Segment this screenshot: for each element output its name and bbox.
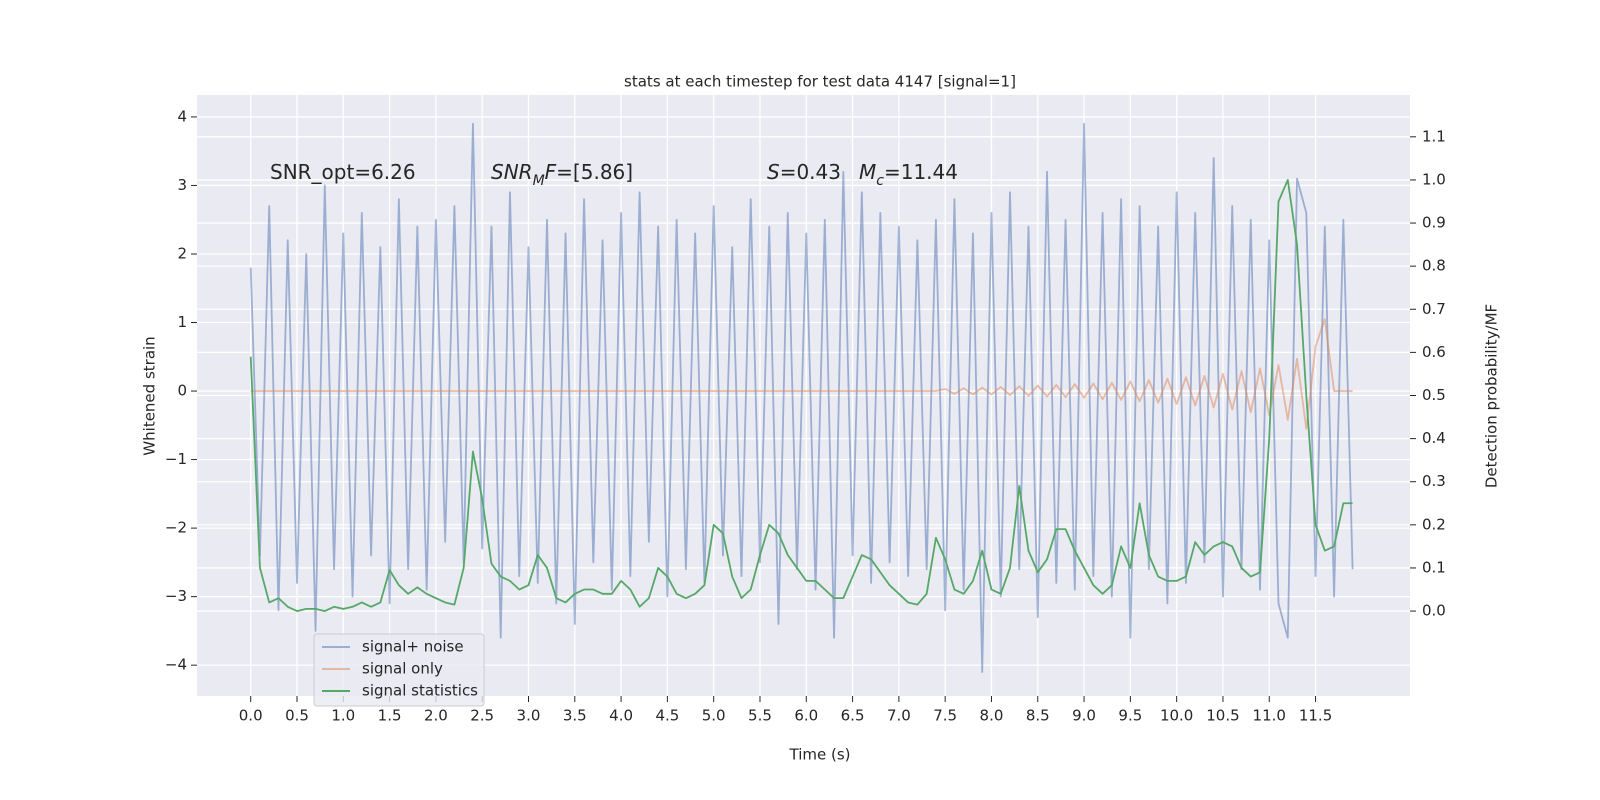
y2-tick-label: 0.9 (1422, 214, 1446, 232)
x-tick-label: 5.0 (702, 707, 726, 725)
annotation-part: S (767, 160, 780, 184)
y-tick-label: 0 (177, 382, 187, 400)
y2-tick-label: 0.3 (1422, 472, 1446, 490)
x-tick-label: 11.0 (1253, 707, 1286, 725)
y-tick-label: 3 (177, 176, 187, 194)
series-line (250, 318, 1353, 430)
legend-label: signal+ noise (362, 638, 464, 656)
annotation-part: SNR_opt=6.26 (270, 160, 416, 184)
y2-tick-label: 0.0 (1422, 602, 1446, 620)
x-axis-label: Time (s) (789, 746, 851, 764)
x-tick-label: 8.5 (1026, 707, 1050, 725)
x-tick-label: 4.5 (655, 707, 679, 725)
x-tick-label: 0.0 (239, 707, 263, 725)
x-tick-label: 4.0 (609, 707, 633, 725)
y-tick-label: −2 (165, 519, 187, 537)
y2-tick-label: 0.8 (1422, 257, 1446, 275)
y-tick-label: 2 (177, 244, 187, 262)
x-tick-label: 1.0 (331, 707, 355, 725)
x-tick-label: 10.5 (1206, 707, 1239, 725)
y-tick-label: 4 (177, 107, 187, 125)
annotation: SNR_opt=6.26 (270, 160, 416, 184)
x-tick-label: 6.5 (841, 707, 865, 725)
x-tick-label: 9.0 (1072, 707, 1096, 725)
series-line (249, 122, 1354, 673)
annotation-part: c (876, 173, 884, 189)
annotation-part: =[5.86] (556, 160, 633, 184)
x-tick-label: 8.0 (980, 707, 1004, 725)
chart-title: stats at each timestep for test data 414… (624, 73, 1016, 91)
annotation-part: =11.44 (884, 160, 958, 184)
x-tick-label: 7.5 (933, 707, 957, 725)
x-tick-label: 6.0 (794, 707, 818, 725)
legend-label: signal statistics (362, 682, 478, 700)
annotation-part: SNR (491, 160, 533, 184)
x-tick-label: 0.5 (285, 707, 309, 725)
y2-tick-label: 0.6 (1422, 343, 1446, 361)
y-tick-label: −3 (165, 587, 187, 605)
x-tick-label: 10.0 (1160, 707, 1193, 725)
y2-tick-label: 0.1 (1422, 558, 1446, 576)
y2-tick-label: 0.2 (1422, 515, 1446, 533)
x-tick-label: 1.5 (378, 707, 402, 725)
annotation-part: F (545, 160, 557, 184)
series-line (249, 179, 1353, 612)
y-tick-label: −4 (165, 656, 187, 674)
annotation: S=0.43 (767, 160, 841, 184)
x-tick-label: 2.0 (424, 707, 448, 725)
y-tick-label: 1 (177, 313, 187, 331)
y-axis-label: Whitened strain (141, 336, 159, 455)
y2-tick-label: 1.0 (1422, 170, 1446, 188)
annotation-part: =0.43 (780, 160, 841, 184)
y2-tick-label: 0.7 (1422, 300, 1446, 318)
x-tick-label: 3.5 (563, 707, 587, 725)
annotation-part: M (859, 160, 876, 184)
y2-tick-label: 0.4 (1422, 429, 1446, 447)
annotation-part: M (533, 173, 545, 189)
y2-axis-label: Detection probability/MF (1483, 304, 1501, 488)
x-tick-label: 11.5 (1299, 707, 1332, 725)
x-tick-label: 5.5 (748, 707, 772, 725)
y2-tick-label: 0.5 (1422, 386, 1446, 404)
x-tick-label: 3.0 (517, 707, 541, 725)
x-tick-label: 2.5 (470, 707, 494, 725)
legend-label: signal only (362, 660, 443, 678)
x-tick-label: 7.0 (887, 707, 911, 725)
y-tick-label: −1 (165, 450, 187, 468)
legend-box (313, 633, 485, 707)
y2-tick-label: 1.1 (1422, 127, 1446, 145)
annotation: Mc=11.44 (859, 160, 958, 190)
x-tick-label: 9.5 (1118, 707, 1142, 725)
annotation: SNRMF=[5.86] (491, 160, 633, 190)
